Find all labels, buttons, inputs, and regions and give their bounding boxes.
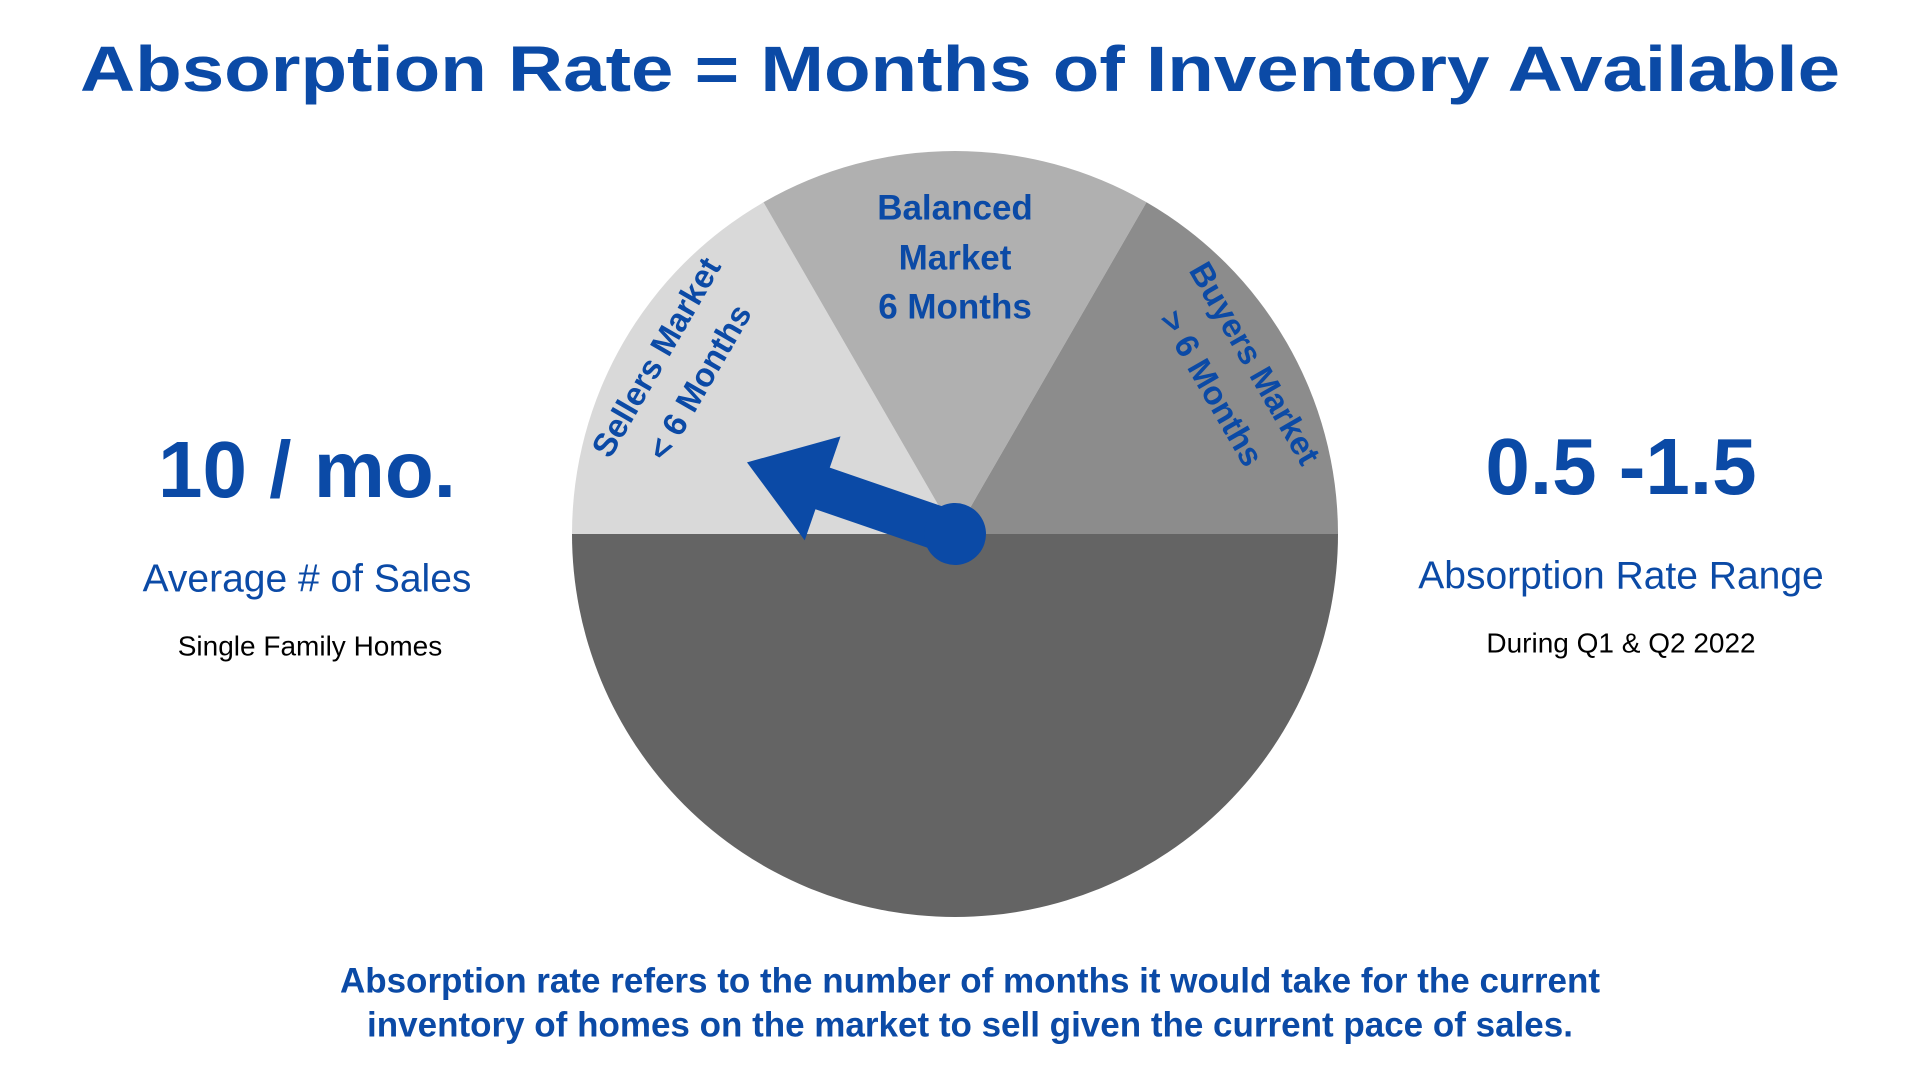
needle-hub [924, 503, 986, 565]
sellers-wedge [572, 202, 955, 535]
left-label: Average # of Sales [143, 557, 472, 600]
segment-label: Market [899, 238, 1012, 277]
right-value: 0.5 -1.5 [1485, 422, 1756, 511]
gauge: Sellers Market < 6 Months Balanced Marke… [572, 150, 1338, 917]
left-value: 10 / mo. [158, 425, 456, 514]
buyers-wedge [955, 202, 1338, 535]
footer-line: Absorption rate refers to the number of … [340, 961, 1600, 1000]
title: Absorption Rate = Months of Inventory Av… [80, 33, 1840, 105]
gauge-base [572, 534, 1338, 917]
left-note: Single Family Homes [178, 630, 443, 661]
right-note: During Q1 & Q2 2022 [1486, 627, 1755, 658]
right-label: Absorption Rate Range [1418, 554, 1823, 597]
needle-arrow [746, 436, 963, 555]
segment-label: 6 Months [878, 287, 1032, 326]
segment-label: Balanced [877, 188, 1033, 227]
footer-line: inventory of homes on the market to sell… [367, 1005, 1573, 1044]
needle [746, 436, 986, 565]
balanced-wedge [763, 150, 1147, 534]
